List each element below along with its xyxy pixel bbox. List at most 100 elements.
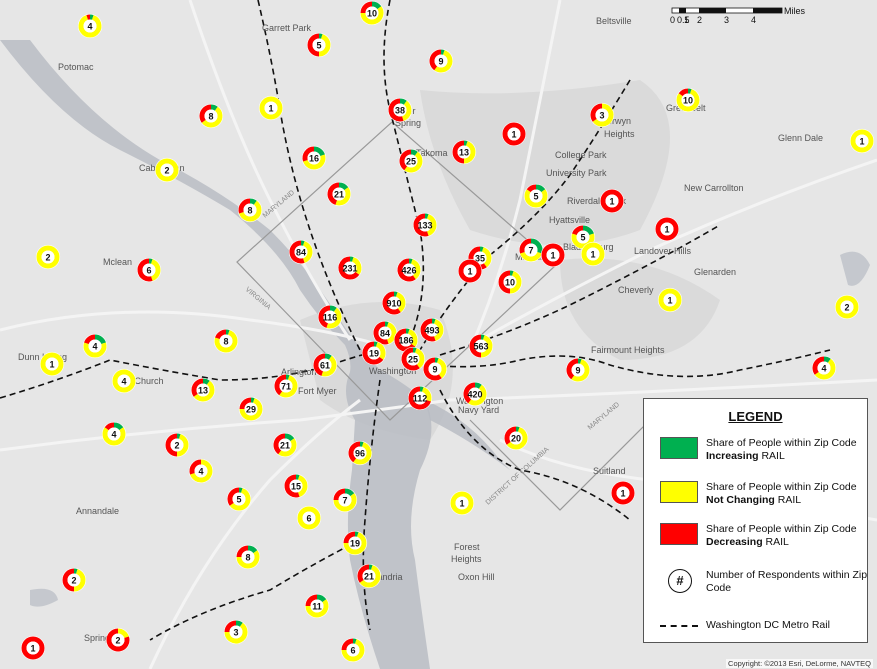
zip-marker[interactable]: 4 <box>111 368 137 394</box>
zip-marker[interactable]: 4 <box>101 421 127 447</box>
zip-marker[interactable]: 84 <box>372 320 398 346</box>
decreasing-segment <box>429 49 442 71</box>
not-changing-segment <box>117 628 129 639</box>
zip-marker[interactable]: 8 <box>213 328 239 354</box>
zip-marker[interactable]: 5 <box>523 183 549 209</box>
marker-center <box>524 243 538 257</box>
increasing-segment <box>399 98 407 105</box>
marker-center <box>229 625 243 639</box>
zip-marker[interactable]: 1 <box>449 490 475 516</box>
zip-marker[interactable]: 1 <box>657 287 683 313</box>
zip-marker[interactable]: 1 <box>654 216 680 242</box>
zip-marker[interactable]: 96 <box>347 440 373 466</box>
place-label: Fairmount Heights <box>591 345 665 355</box>
zip-marker[interactable]: 420 <box>462 381 488 407</box>
zip-marker[interactable]: 6 <box>340 637 366 663</box>
zip-marker[interactable]: 112 <box>407 385 433 411</box>
zip-marker[interactable]: 1 <box>610 480 636 506</box>
marker-center <box>393 103 407 117</box>
zip-marker[interactable]: 1 <box>580 241 606 267</box>
marker-center <box>474 339 488 353</box>
zip-marker[interactable]: 10 <box>497 269 523 295</box>
scale-tick-label: 4 <box>751 15 756 25</box>
zip-marker[interactable]: 7 <box>518 237 544 263</box>
decreasing-segment <box>305 594 318 607</box>
zip-marker[interactable]: 563 <box>468 333 494 359</box>
zip-marker[interactable]: 8 <box>237 197 263 223</box>
zip-marker[interactable]: 8 <box>235 544 261 570</box>
zip-marker[interactable]: 1 <box>599 188 625 214</box>
zip-marker[interactable]: 7 <box>332 487 358 513</box>
zip-marker[interactable]: 1 <box>258 95 284 121</box>
zip-marker[interactable]: 4 <box>77 13 103 39</box>
zip-marker[interactable]: 4 <box>188 458 214 484</box>
increasing-segment <box>235 620 243 627</box>
zip-marker[interactable]: 29 <box>238 396 264 422</box>
decreasing-segment <box>469 334 482 358</box>
not-changing-segment <box>326 307 342 329</box>
not-changing-segment <box>581 242 605 266</box>
zip-marker[interactable]: 9 <box>428 48 454 74</box>
zip-marker[interactable]: 231 <box>337 255 363 281</box>
zip-marker[interactable]: 2 <box>834 294 860 320</box>
zip-marker[interactable]: 71 <box>273 373 299 399</box>
zip-marker[interactable]: 4 <box>811 355 837 381</box>
zip-marker[interactable]: 21 <box>326 181 352 207</box>
zip-marker[interactable]: 1 <box>849 128 875 154</box>
place-label: Navy Yard <box>458 405 499 415</box>
zip-marker[interactable]: 9 <box>565 357 591 383</box>
zip-marker[interactable]: 3 <box>589 102 615 128</box>
zip-marker[interactable]: 38 <box>387 97 413 123</box>
zip-marker[interactable]: 133 <box>412 212 438 238</box>
respondent-count: 1 <box>620 489 625 499</box>
zip-marker[interactable]: 1 <box>540 242 566 268</box>
zip-marker[interactable]: 5 <box>306 32 332 58</box>
zip-marker[interactable]: 1 <box>20 635 46 661</box>
zip-marker[interactable]: 21 <box>272 432 298 458</box>
zip-marker[interactable]: 19 <box>342 530 368 556</box>
zip-marker[interactable]: 1 <box>457 258 483 284</box>
not-changing-segment <box>83 342 107 358</box>
zip-marker[interactable]: 3 <box>223 619 249 645</box>
zip-marker[interactable]: 116 <box>317 304 343 330</box>
zip-marker[interactable]: 2 <box>35 244 61 270</box>
zip-marker[interactable]: 5 <box>226 486 252 512</box>
zip-marker[interactable]: 21 <box>356 563 382 589</box>
zip-marker[interactable]: 20 <box>503 425 529 451</box>
zip-marker[interactable]: 10 <box>675 87 701 113</box>
zip-marker[interactable]: 8 <box>198 103 224 129</box>
zip-marker[interactable]: 9 <box>422 356 448 382</box>
zip-marker[interactable]: 2 <box>164 432 190 458</box>
marker-center <box>455 496 469 510</box>
not-changing-segment <box>395 292 406 313</box>
marker-center <box>332 187 346 201</box>
zip-marker[interactable]: 15 <box>283 473 309 499</box>
not-changing-segment <box>850 129 874 153</box>
zip-marker[interactable]: 6 <box>136 257 162 283</box>
zip-marker[interactable]: 25 <box>400 346 426 372</box>
zip-marker[interactable]: 2 <box>154 157 180 183</box>
zip-marker[interactable]: 426 <box>396 257 422 283</box>
zip-marker[interactable]: 13 <box>190 377 216 403</box>
zip-marker[interactable]: 2 <box>105 627 131 653</box>
zip-marker[interactable]: 10 <box>359 0 385 26</box>
zip-marker[interactable]: 19 <box>361 340 387 366</box>
zip-marker[interactable]: 13 <box>451 139 477 165</box>
zip-marker[interactable]: 61 <box>312 352 338 378</box>
zip-marker[interactable]: 493 <box>419 317 445 343</box>
zip-marker[interactable]: 1 <box>39 351 65 377</box>
zip-marker[interactable]: 2 <box>61 567 87 593</box>
place-label: Garrett Park <box>262 23 312 33</box>
zip-marker[interactable]: 84 <box>288 239 314 265</box>
zip-marker[interactable]: 6 <box>296 505 322 531</box>
zip-marker[interactable]: 1 <box>501 121 527 147</box>
zip-marker[interactable]: 910 <box>381 290 407 316</box>
zip-marker[interactable]: 16 <box>301 145 327 171</box>
zip-marker[interactable]: 4 <box>82 333 108 359</box>
marker-center <box>529 189 543 203</box>
zip-marker[interactable]: 25 <box>398 148 424 174</box>
zip-marker[interactable]: 11 <box>304 593 330 619</box>
zip-marker[interactable]: 5 <box>570 224 596 250</box>
